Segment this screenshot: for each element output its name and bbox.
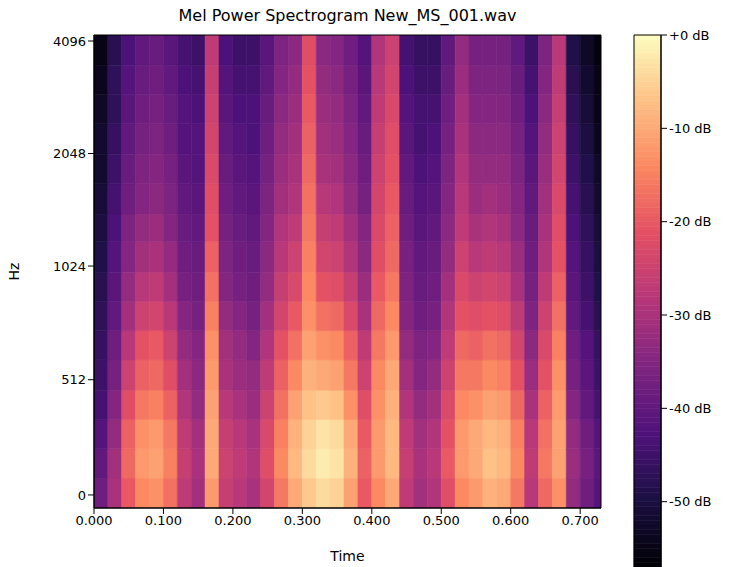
- svg-text:4096: 4096: [53, 34, 86, 49]
- svg-text:Time: Time: [329, 548, 364, 564]
- svg-text:0.600: 0.600: [492, 513, 529, 528]
- svg-text:-20 dB: -20 dB: [669, 214, 712, 229]
- svg-text:+0 dB: +0 dB: [669, 28, 709, 43]
- svg-text:Hz: Hz: [6, 263, 22, 281]
- svg-text:0.700: 0.700: [562, 513, 599, 528]
- html-text:Mel Power Spectrogram New_MS_0: Mel Power Spectrogram New_MS_001.wav: [178, 6, 517, 25]
- svg-text:0.000: 0.000: [75, 513, 112, 528]
- svg-text:-30 dB: -30 dB: [669, 308, 712, 323]
- svg-text:0.100: 0.100: [145, 513, 182, 528]
- svg-text:0.400: 0.400: [353, 513, 390, 528]
- svg-text:0: 0: [78, 488, 86, 503]
- svg-text:-10 dB: -10 dB: [669, 121, 712, 136]
- svg-text:-40 dB: -40 dB: [669, 401, 712, 416]
- svg-text:0.300: 0.300: [284, 513, 321, 528]
- svg-text:0.500: 0.500: [423, 513, 460, 528]
- svg-text:512: 512: [61, 372, 86, 387]
- svg-text:2048: 2048: [53, 146, 86, 161]
- svg-text:0.200: 0.200: [214, 513, 251, 528]
- svg-text:1024: 1024: [53, 259, 86, 274]
- svg-text:-50 dB: -50 dB: [669, 494, 712, 509]
